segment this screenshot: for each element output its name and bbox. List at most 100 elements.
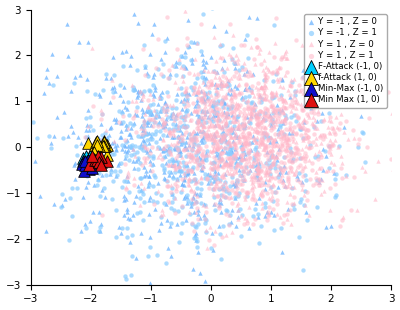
Y = 1 , Z = 0 — [254, 110, 260, 115]
Y = 1 , Z = 0 — [213, 180, 219, 185]
Y = -1 , Z = 1 — [147, 108, 153, 113]
Y = 1 , Z = 0 — [251, 137, 257, 142]
Y = 1 , Z = 0 — [197, 160, 203, 165]
Y = 1 , Z = 0 — [291, 77, 297, 82]
Y = -1 , Z = 0 — [124, 173, 130, 178]
Y = 1 , Z = 1 — [234, 103, 240, 108]
Y = -1 , Z = 1 — [198, 201, 204, 206]
Y = 1 , Z = 0 — [246, 159, 252, 164]
Y = 1 , Z = 1 — [206, 238, 212, 243]
Y = 1 , Z = 0 — [222, 121, 228, 126]
Y = -1 , Z = 1 — [202, 218, 209, 223]
Y = -1 , Z = 1 — [137, 210, 143, 215]
Y = -1 , Z = 0 — [235, 125, 241, 130]
Y = -1 , Z = 0 — [193, 199, 199, 204]
Y = -1 , Z = 0 — [179, 131, 186, 135]
Y = 1 , Z = 0 — [160, 138, 167, 143]
Y = -1 , Z = 1 — [92, 163, 98, 168]
Y = -1 , Z = 1 — [202, 230, 209, 235]
Y = -1 , Z = 1 — [151, 119, 158, 124]
Y = -1 , Z = 0 — [197, 128, 204, 133]
Y = 1 , Z = 0 — [242, 197, 248, 202]
Y = -1 , Z = 1 — [128, 272, 134, 277]
Y = 1 , Z = 0 — [289, 159, 295, 164]
Y = 1 , Z = 1 — [245, 131, 252, 136]
Y = -1 , Z = 0 — [294, 174, 300, 179]
Y = -1 , Z = 0 — [170, 174, 176, 179]
Y = 1 , Z = 1 — [120, 113, 126, 118]
Y = 1 , Z = 1 — [287, 152, 293, 157]
Y = 1 , Z = 0 — [282, 105, 288, 110]
Y = 1 , Z = 0 — [222, 119, 229, 124]
Y = 1 , Z = 1 — [228, 126, 234, 131]
Y = 1 , Z = 0 — [230, 33, 236, 38]
Y = -1 , Z = 1 — [202, 176, 209, 181]
Y = -1 , Z = 1 — [170, 64, 177, 69]
Y = 1 , Z = 1 — [198, 21, 204, 26]
Min-Max (-1, 0) — [90, 162, 96, 167]
Y = -1 , Z = 0 — [118, 134, 125, 139]
Y = 1 , Z = 1 — [161, 123, 168, 128]
Y = 1 , Z = 1 — [252, 104, 258, 109]
Y = 1 , Z = 1 — [177, 120, 183, 125]
Y = 1 , Z = 0 — [286, 181, 292, 186]
Y = -1 , Z = 0 — [160, 125, 166, 130]
Y = 1 , Z = 0 — [181, 132, 188, 137]
Y = 1 , Z = 0 — [268, 125, 275, 130]
Y = -1 , Z = 1 — [254, 169, 260, 174]
Y = 1 , Z = 1 — [281, 161, 288, 166]
Y = -1 , Z = 1 — [116, 108, 122, 113]
Min Max (1, 0) — [95, 153, 101, 158]
Y = -1 , Z = 0 — [219, 186, 226, 191]
Y = -1 , Z = 0 — [250, 134, 257, 139]
Y = 1 , Z = 0 — [184, 179, 191, 184]
Y = -1 , Z = 0 — [152, 206, 159, 211]
Y = 1 , Z = 1 — [222, 128, 229, 133]
Y = 1 , Z = 1 — [268, 127, 274, 132]
Y = -1 , Z = 0 — [228, 86, 234, 91]
Y = 1 , Z = 0 — [261, 108, 267, 113]
Y = -1 , Z = 0 — [278, 76, 285, 81]
Y = 1 , Z = 1 — [330, 169, 336, 174]
Y = -1 , Z = 1 — [248, 100, 254, 105]
Y = -1 , Z = 1 — [141, 42, 148, 47]
Y = 1 , Z = 1 — [311, 123, 317, 128]
Y = -1 , Z = 0 — [186, 92, 192, 97]
Y = 1 , Z = 1 — [291, 124, 298, 129]
Y = 1 , Z = 0 — [266, 113, 272, 118]
Y = -1 , Z = 1 — [200, 129, 207, 134]
Y = -1 , Z = 1 — [168, 199, 175, 204]
Y = 1 , Z = 0 — [252, 140, 259, 144]
Y = 1 , Z = 0 — [234, 163, 241, 168]
Y = 1 , Z = 1 — [240, 152, 246, 157]
Y = 1 , Z = 0 — [179, 74, 185, 79]
Y = 1 , Z = 1 — [213, 104, 220, 109]
Y = -1 , Z = 0 — [85, 107, 92, 112]
Y = 1 , Z = 1 — [278, 106, 284, 111]
Y = 1 , Z = 1 — [231, 120, 237, 125]
Y = -1 , Z = 1 — [190, 88, 196, 93]
Y = 1 , Z = 0 — [178, 132, 184, 137]
Y = 1 , Z = 1 — [185, 113, 191, 117]
Y = 1 , Z = 1 — [211, 155, 218, 160]
Y = 1 , Z = 0 — [231, 141, 237, 146]
Y = -1 , Z = 0 — [134, 157, 141, 162]
Y = 1 , Z = 0 — [248, 106, 254, 111]
Y = 1 , Z = 0 — [140, 142, 146, 147]
Y = 1 , Z = 1 — [158, 71, 164, 76]
Y = -1 , Z = 0 — [113, 117, 119, 122]
Y = -1 , Z = 0 — [340, 125, 347, 130]
Y = -1 , Z = 1 — [220, 224, 226, 228]
Y = 1 , Z = 0 — [206, 102, 212, 107]
Y = 1 , Z = 1 — [232, 190, 238, 195]
Y = 1 , Z = 1 — [167, 151, 174, 156]
Y = -1 , Z = 1 — [240, 178, 246, 183]
Y = 1 , Z = 1 — [186, 70, 192, 75]
Y = -1 , Z = 1 — [242, 100, 249, 105]
Y = 1 , Z = 0 — [148, 117, 155, 122]
Y = 1 , Z = 1 — [161, 109, 168, 114]
Y = 1 , Z = 0 — [238, 177, 244, 182]
Y = 1 , Z = 0 — [207, 104, 213, 109]
Y = 1 , Z = 0 — [266, 173, 273, 178]
Y = 1 , Z = 0 — [233, 170, 239, 175]
